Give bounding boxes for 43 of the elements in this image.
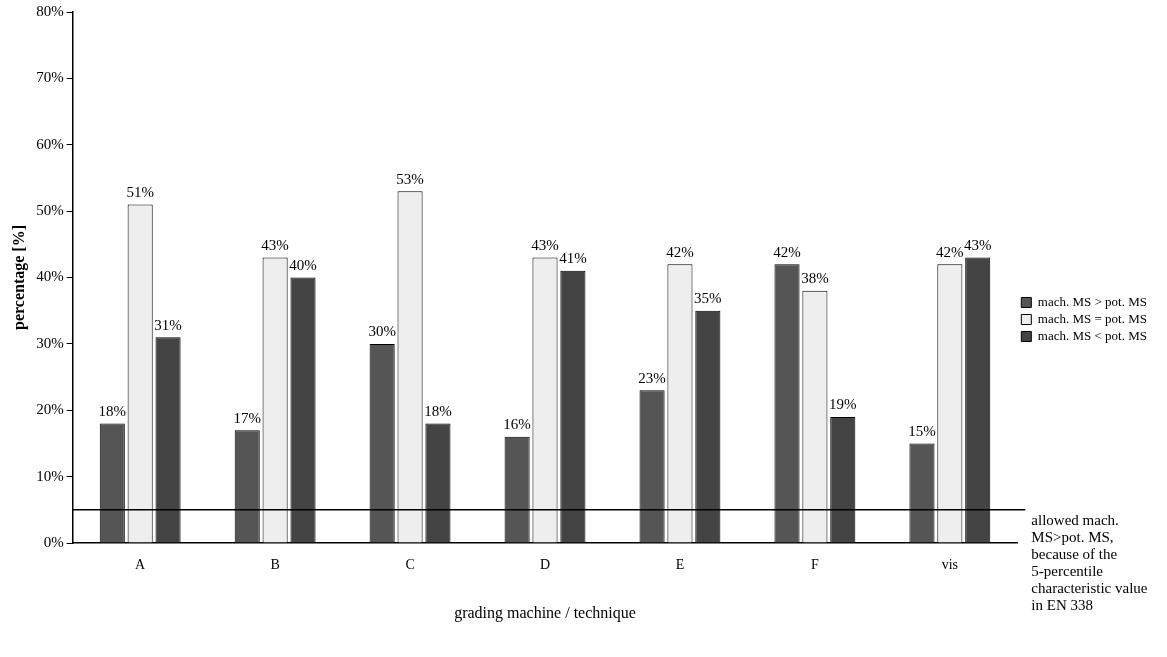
x-tick-label: D [539, 557, 551, 573]
y-tick-label: 60% [36, 135, 64, 152]
y-tick-label: 40% [36, 268, 64, 285]
x-tick-label: E [675, 557, 685, 573]
data-label: 23% [638, 369, 666, 386]
data-label: 35% [694, 290, 722, 307]
data-label: 38% [801, 270, 829, 287]
data-label: 40% [289, 256, 317, 273]
y-tick-label: 10% [36, 467, 64, 484]
data-label: 43% [261, 237, 289, 254]
legend-label: mach. MS > pot. MS [1037, 293, 1148, 309]
ref-line-label: allowed mach. MS>pot. MS, because of the 5-percentile characteristic value in EN 338 [1031, 512, 1148, 614]
x-tick-label: C [405, 557, 415, 573]
data-label: 18% [424, 402, 452, 419]
data-label: 51% [126, 183, 154, 200]
data-label: 19% [829, 396, 857, 413]
data-label: 43% [963, 237, 992, 254]
data-label: 15% [908, 422, 936, 439]
y-tick-label: 20% [36, 401, 64, 418]
legend-label: mach. MS < pot. MS [1037, 327, 1148, 343]
x-axis-title: grading machine / technique [454, 603, 636, 622]
data-label: 42% [936, 243, 964, 260]
x-tick-label: vis [941, 557, 959, 573]
data-label: 42% [773, 243, 801, 260]
x-tick-label: B [270, 557, 280, 573]
data-label: 43% [531, 237, 559, 254]
y-tick-label: 80% [36, 2, 64, 19]
x-tick-label: A [135, 557, 147, 573]
data-label: 53% [396, 170, 424, 187]
data-label: 18% [98, 402, 127, 419]
data-label: 42% [666, 243, 694, 260]
y-axis-title: percentage [%] [9, 225, 28, 330]
legend-label: mach. MS = pot. MS [1037, 310, 1148, 326]
y-tick-label: 0% [43, 533, 64, 550]
data-label: 17% [233, 409, 261, 426]
x-tick-label: F [811, 557, 820, 573]
data-label: 16% [503, 416, 531, 433]
y-tick-label: 70% [36, 69, 64, 86]
data-label: 31% [154, 316, 182, 333]
data-label: 30% [368, 323, 396, 340]
data-label: 41% [559, 250, 587, 267]
y-tick-label: 30% [36, 334, 64, 351]
y-tick-label: 50% [36, 202, 64, 219]
